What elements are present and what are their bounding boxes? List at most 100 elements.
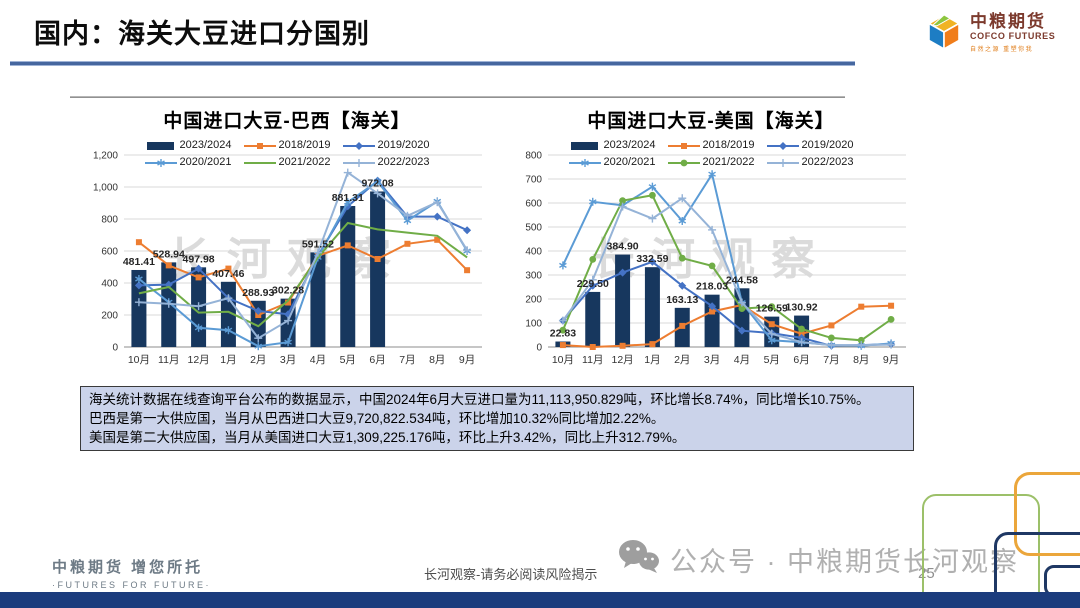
footer-brand: 中粮期货 增您所托 ·FUTURES FOR FUTURE· bbox=[52, 556, 211, 590]
y-axis-tick: 200 bbox=[525, 295, 542, 306]
bar bbox=[644, 267, 660, 347]
y-axis-tick: 0 bbox=[536, 343, 542, 354]
x-axis-label: 9月 bbox=[459, 354, 475, 366]
series-line bbox=[561, 171, 892, 347]
bar-data-label: 481.41 bbox=[123, 256, 155, 268]
bar-data-label: 130.92 bbox=[786, 302, 818, 314]
x-axis-label: 6月 bbox=[793, 354, 809, 366]
y-axis-tick: 800 bbox=[101, 215, 118, 226]
series-marker bbox=[619, 197, 626, 204]
y-axis-tick: 0 bbox=[112, 343, 118, 354]
series-marker bbox=[403, 217, 412, 224]
series-marker bbox=[373, 178, 382, 185]
x-axis-label: 10月 bbox=[128, 354, 150, 366]
bar-data-label: 528.94 bbox=[153, 248, 185, 260]
y-axis-tick: 500 bbox=[525, 223, 542, 234]
x-axis-label: 2月 bbox=[250, 354, 266, 366]
x-axis-label: 12月 bbox=[187, 354, 209, 366]
y-axis-tick: 400 bbox=[525, 247, 542, 258]
bar-data-label: 244.58 bbox=[726, 274, 758, 286]
summary-box: 海关统计数据在线查询平台公布的数据显示，中国2024年6月大豆进口量为11,11… bbox=[80, 386, 914, 451]
bar bbox=[370, 191, 386, 347]
series-marker bbox=[589, 344, 596, 350]
bar-data-label: 972.08 bbox=[362, 177, 394, 189]
series-marker bbox=[135, 276, 143, 282]
series-line bbox=[138, 180, 468, 348]
series-marker bbox=[284, 339, 292, 345]
summary-line: 海关统计数据在线查询平台公布的数据显示，中国2024年6月大豆进口量为11,11… bbox=[89, 392, 870, 407]
series-marker bbox=[858, 303, 865, 310]
footer-brand-main: 中粮期货 增您所托 bbox=[52, 559, 204, 576]
series-marker bbox=[679, 322, 686, 329]
series-marker bbox=[828, 322, 835, 329]
y-axis-tick: 1,200 bbox=[93, 151, 118, 162]
series-marker bbox=[798, 325, 805, 333]
bar-data-label: 497.98 bbox=[183, 253, 215, 265]
series-marker bbox=[737, 326, 746, 335]
series-marker bbox=[649, 341, 656, 348]
wechat-banner: 公众号 · 中粮期货长河观察 bbox=[616, 538, 1019, 581]
decoration-yellow-rect bbox=[1014, 472, 1080, 556]
series-marker bbox=[434, 236, 441, 243]
logo-text: 中粮期货 COFCO FUTURES 自然之源 重塑你我 bbox=[970, 12, 1055, 53]
title-underline bbox=[10, 61, 855, 66]
series-line bbox=[561, 194, 892, 342]
x-axis-label: 11月 bbox=[582, 354, 603, 366]
series-marker bbox=[404, 240, 411, 247]
bar bbox=[131, 269, 147, 347]
series-marker bbox=[134, 281, 143, 290]
cofco-logo-icon bbox=[924, 12, 964, 59]
series-marker bbox=[254, 307, 263, 315]
x-axis-label: 7月 bbox=[399, 354, 415, 366]
series-marker bbox=[559, 342, 566, 349]
logo-tagline: 自然之源 重塑你我 bbox=[970, 47, 1034, 53]
chart-usa-title: 中国进口大豆-美国【海关】 bbox=[587, 111, 835, 132]
series-marker bbox=[619, 342, 626, 349]
x-axis-label: 11月 bbox=[158, 354, 179, 366]
x-axis-label: 4月 bbox=[734, 354, 750, 366]
bar bbox=[615, 254, 631, 347]
bar bbox=[585, 291, 601, 347]
series-marker bbox=[798, 330, 805, 337]
series-marker bbox=[678, 254, 686, 262]
series-marker bbox=[648, 184, 657, 190]
x-axis-label: 3月 bbox=[280, 354, 296, 366]
x-axis-label: 8月 bbox=[429, 354, 445, 366]
bar bbox=[734, 288, 750, 347]
series-marker bbox=[738, 305, 746, 312]
series-marker bbox=[708, 262, 716, 270]
series-marker bbox=[678, 281, 687, 290]
series-marker bbox=[433, 212, 442, 221]
x-axis-label: 9月 bbox=[883, 354, 899, 366]
series-marker bbox=[649, 191, 656, 199]
series-line bbox=[562, 196, 892, 347]
series-marker bbox=[463, 226, 472, 235]
series-marker bbox=[559, 262, 567, 269]
y-axis-tick: 800 bbox=[525, 151, 542, 162]
chart-usa-body: 长河观察 0 100 200 300 400 500 600 700 800 10月 11月 12月 1… bbox=[504, 135, 918, 383]
bar-data-label: 332.59 bbox=[636, 253, 668, 265]
series-marker bbox=[618, 268, 627, 277]
bar-data-label: 881.31 bbox=[332, 192, 364, 204]
series-marker bbox=[767, 337, 776, 343]
series-marker bbox=[165, 262, 172, 269]
x-axis-label: 10月 bbox=[552, 354, 574, 366]
series-marker bbox=[464, 267, 471, 274]
series-marker bbox=[709, 308, 716, 315]
chart-brazil-plot: 0 200 400 600 800 1,000 1,200 10月 11月 12月 1月 2月 3月 4月… bbox=[93, 151, 482, 366]
series-marker bbox=[374, 256, 381, 262]
series-marker bbox=[343, 199, 352, 205]
series-marker bbox=[559, 326, 567, 334]
series-marker bbox=[708, 302, 717, 311]
series-marker bbox=[194, 264, 203, 273]
decoration-navy-rect bbox=[994, 532, 1080, 608]
x-axis-label: 3月 bbox=[704, 354, 720, 366]
bar-data-label: 288.93 bbox=[242, 287, 274, 299]
page-title: 国内：海关大豆进口分国别 bbox=[34, 19, 370, 49]
series-marker bbox=[224, 327, 233, 333]
x-axis-label: 5月 bbox=[764, 354, 780, 366]
y-axis-tick: 700 bbox=[525, 175, 542, 186]
bar-data-label: 126.59 bbox=[756, 303, 788, 315]
summary-line: 美国是第二大供应国，当月从美国进口大豆1,309,225.176吨，环比上升3.… bbox=[89, 430, 686, 445]
bar-data-label: 384.90 bbox=[607, 241, 639, 253]
